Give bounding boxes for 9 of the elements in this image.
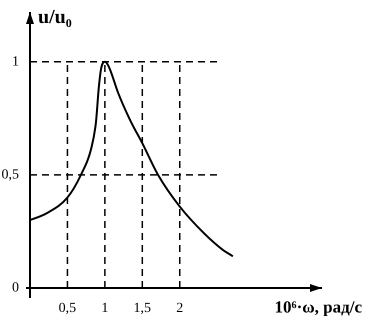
- x-tick-label: 0,5: [58, 301, 76, 316]
- y-tick-label: 0,5: [2, 168, 19, 183]
- y-tick-label: 0: [12, 280, 19, 296]
- x-axis-title: 10⁶·ω, рад/с: [274, 297, 362, 316]
- x-tick-label: 1,5: [134, 301, 152, 316]
- x-tick-label: 2: [176, 301, 184, 316]
- x-tick-label: 1: [101, 301, 108, 316]
- y-axis-title: u/u₀: [38, 6, 72, 28]
- y-tick-label: 1: [12, 54, 19, 70]
